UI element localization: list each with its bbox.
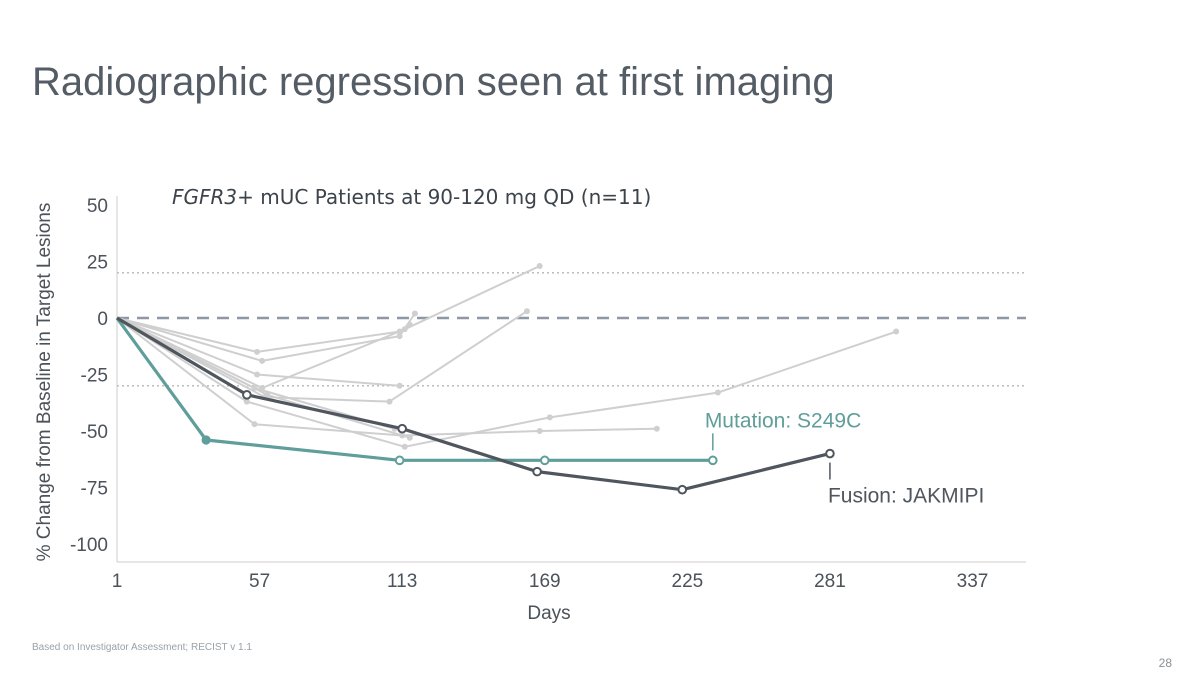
annotation-fusion: Fusion: JAKMIPI xyxy=(828,485,984,508)
series-mutation-s249c xyxy=(115,317,718,466)
y-tick-label: 0 xyxy=(97,309,108,330)
data-point xyxy=(401,326,408,333)
data-point xyxy=(546,414,553,421)
chart-title-rest: + mUC Patients at 90-120 mg QD (n=11) xyxy=(237,185,651,209)
slide-title: Radiographic regression seen at first im… xyxy=(32,60,835,104)
chart-title-gene: FGFR3 xyxy=(172,185,237,209)
x-axis-label: Days xyxy=(527,603,570,624)
reference-lines xyxy=(117,272,1026,387)
data-point xyxy=(523,308,530,315)
data-point xyxy=(539,455,550,466)
data-point xyxy=(251,385,258,392)
data-point xyxy=(259,357,266,364)
chart-title: FGFR3+ mUC Patients at 90-120 mg QD (n=1… xyxy=(172,185,651,209)
x-tick-label: 337 xyxy=(957,571,989,592)
data-point xyxy=(708,455,718,466)
data-point xyxy=(677,484,688,495)
data-point xyxy=(714,389,721,396)
y-tick-label: -50 xyxy=(81,422,108,443)
annotations: Mutation: S249C Fusion: JAKMIPI xyxy=(705,409,985,507)
data-point xyxy=(893,328,900,335)
x-tick-label: 113 xyxy=(387,571,417,592)
x-tick-label: 57 xyxy=(249,571,270,592)
data-point xyxy=(406,434,413,441)
x-tick-label: 225 xyxy=(672,571,704,592)
y-tick-label: 50 xyxy=(87,196,108,217)
y-tick-label: -100 xyxy=(70,535,108,556)
data-point xyxy=(401,443,408,450)
y-axis-label: % Change from Baseline in Target Lesions xyxy=(34,203,55,562)
data-point xyxy=(264,391,271,398)
series-line xyxy=(116,312,416,362)
x-tick-label: 169 xyxy=(529,571,561,592)
series-group xyxy=(115,263,900,495)
series-patient-d xyxy=(116,317,403,389)
series-patient-b xyxy=(116,310,418,364)
data-point xyxy=(394,455,405,466)
data-point xyxy=(532,466,542,477)
data-point xyxy=(536,427,543,434)
x-tick-label: 281 xyxy=(814,571,846,592)
data-point xyxy=(251,421,258,428)
series-fusion-jakmipi xyxy=(116,316,835,495)
data-point xyxy=(411,310,418,317)
data-point xyxy=(201,435,211,445)
series-line xyxy=(116,265,541,389)
series-line xyxy=(116,310,528,403)
data-point xyxy=(243,398,250,405)
y-tick-label: 25 xyxy=(87,253,108,274)
x-tick-label: 1 xyxy=(112,571,123,592)
series-patient-c xyxy=(116,263,543,392)
data-point xyxy=(536,263,543,270)
series-line xyxy=(116,316,831,492)
data-point xyxy=(396,382,403,389)
y-tick-label: -25 xyxy=(81,365,108,386)
data-point xyxy=(396,333,403,340)
data-point xyxy=(397,423,407,434)
data-point xyxy=(653,425,660,432)
footnote: Based on Investigator Assessment; RECIST… xyxy=(32,642,252,653)
data-point xyxy=(825,448,835,459)
y-tick-label: -75 xyxy=(81,478,108,499)
data-point xyxy=(386,398,393,405)
data-point xyxy=(254,348,261,355)
data-point xyxy=(242,390,252,400)
page-number: 28 xyxy=(1158,656,1172,670)
annotation-mutation: Mutation: S249C xyxy=(705,409,861,432)
data-point xyxy=(254,371,261,378)
